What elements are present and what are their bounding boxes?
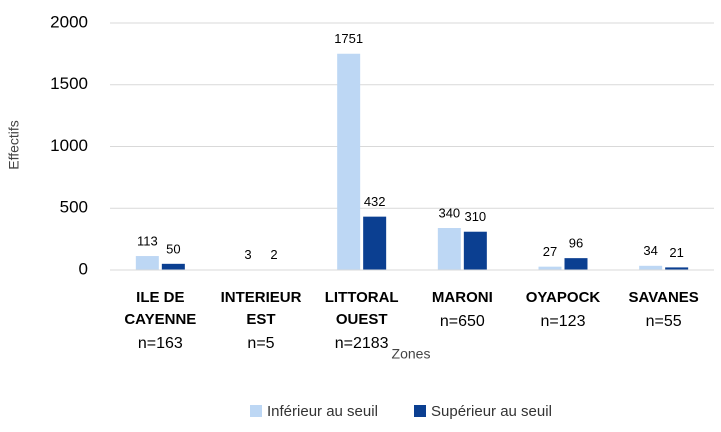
value-label: 432 [364, 194, 386, 209]
bar [463, 231, 487, 270]
y-tick-label: 500 [60, 198, 88, 217]
value-label: 113 [137, 233, 158, 248]
category-total: n=123 [541, 313, 586, 330]
value-label: 310 [464, 209, 486, 224]
x-tick-label: ILE DE CAYENNE [124, 289, 196, 328]
value-label: 1751 [334, 31, 363, 46]
bar [665, 267, 689, 270]
bar [135, 256, 159, 270]
legend-label: Supérieur au seuil [431, 403, 552, 420]
bar [639, 265, 663, 270]
bar [564, 258, 588, 270]
legend-swatch [414, 405, 426, 417]
x-axis-title: Zones [392, 346, 431, 362]
value-label: 34 [643, 243, 657, 258]
x-tick-label: LITTORAL OUEST [325, 289, 399, 328]
category-total: n=55 [646, 313, 682, 330]
category-total: n=2183 [335, 335, 389, 352]
value-label: 2 [270, 247, 277, 262]
y-tick-label: 1000 [50, 136, 88, 155]
value-label: 340 [438, 205, 460, 220]
y-tick-label: 0 [79, 259, 88, 278]
y-axis-title: Effectifs [6, 120, 22, 170]
value-label: 27 [543, 244, 557, 259]
bar [363, 216, 387, 270]
y-tick-label: 2000 [50, 12, 88, 31]
bar [161, 263, 185, 270]
bar [437, 228, 461, 270]
value-label: 50 [166, 241, 180, 256]
x-tick-label: SAVANES [629, 289, 699, 306]
category-total: n=5 [247, 335, 274, 352]
value-label: 96 [569, 236, 583, 251]
value-label: 3 [244, 247, 251, 262]
y-tick-label: 1500 [50, 74, 88, 93]
x-tick-label: INTERIEUR EST [221, 289, 302, 328]
legend-swatch [250, 405, 262, 417]
x-tick-label: OYAPOCK [526, 289, 601, 306]
bar [538, 266, 562, 270]
x-tick-label: MARONI [432, 289, 493, 306]
value-label: 21 [669, 245, 683, 260]
bar [337, 53, 361, 271]
legend-label: Inférieur au seuil [267, 403, 378, 420]
category-total: n=650 [440, 313, 485, 330]
category-total: n=163 [138, 335, 183, 352]
